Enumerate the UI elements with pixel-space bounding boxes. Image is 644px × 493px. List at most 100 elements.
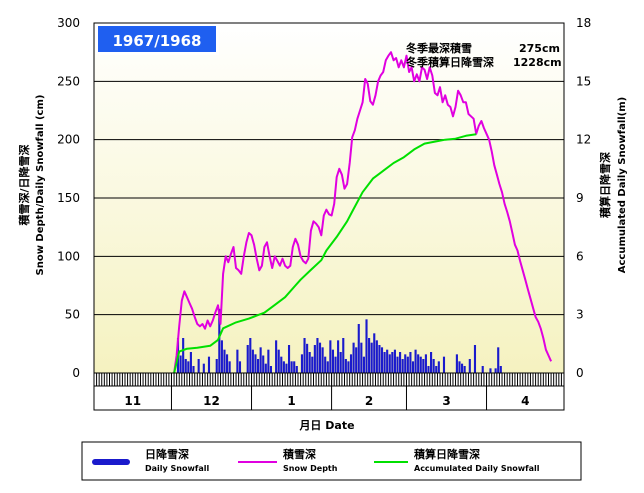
daily-snowfall-bar [249, 338, 252, 373]
daily-snowfall-bar [344, 359, 347, 373]
right-tick-label: 18 [576, 16, 591, 30]
daily-snowfall-bar [182, 338, 185, 373]
daily-snowfall-bar [422, 359, 425, 373]
legend-box [81, 441, 582, 481]
daily-snowfall-bar [463, 366, 466, 373]
daily-snowfall-bar [399, 352, 402, 373]
daily-snowfall-bar [378, 345, 381, 373]
left-tick-labels: 0 50 100 150 200 250 300 [57, 16, 80, 380]
daily-snowfall-bar [365, 319, 368, 373]
daily-snowfall-bar [383, 352, 386, 373]
daily-snowfall-bar [432, 359, 435, 373]
right-tick-label: 15 [576, 74, 591, 88]
daily-snowfall-bar [497, 347, 500, 373]
x-axis-title: 月日 Date [298, 419, 354, 432]
daily-snowfall-bar [329, 340, 332, 373]
daily-snowfall-bar [267, 349, 270, 373]
daily-snowfall-bar [499, 366, 502, 373]
daily-snowfall-bar [494, 368, 497, 373]
daily-snowfall-bar [262, 355, 265, 373]
daily-snowfall-bar [455, 354, 458, 373]
daily-snowfall-bar [287, 345, 291, 373]
legend: 日降雪深 Daily Snowfall 積雪深 Snow Depth 積算日降雪… [81, 441, 582, 481]
left-axis-title-en: Snow Depth/Daily Snowfall (cm) [35, 95, 46, 276]
month-label: 1 [287, 394, 295, 408]
season-title: 1967/1968 [113, 32, 202, 50]
accumulated-snowfall-line [173, 133, 477, 374]
daily-snowfall-bar [437, 361, 440, 373]
daily-snowfall-bar [342, 338, 345, 373]
daily-snowfall-bar [254, 354, 257, 373]
total-snowfall-label: 冬季積算日降雪深 [406, 55, 494, 69]
daily-snowfall-bar [251, 349, 254, 373]
left-tick-label: 150 [57, 191, 80, 205]
legend-accum-en: Accumulated Daily Snowfall [414, 464, 540, 473]
left-tick-label: 200 [57, 133, 80, 147]
daily-snowfall-bar [215, 359, 218, 373]
daily-snowfall-bar [442, 356, 446, 373]
daily-snowfall-bar [313, 345, 316, 373]
daily-snowfall-bar [424, 354, 427, 373]
snow-depth-line [173, 51, 553, 374]
right-tick-label: 6 [576, 249, 584, 263]
legend-daily-jp: 日降雪深 [145, 447, 189, 461]
daily-snowfall-bar [285, 363, 288, 373]
daily-snowfall-bars [176, 308, 502, 373]
daily-snowfall-bar [282, 361, 285, 373]
legend-daily-swatch [92, 459, 130, 465]
daily-snowfall-bar [404, 354, 407, 373]
daily-snowfall-bar [393, 349, 396, 373]
daily-snowfall-bar [316, 338, 319, 373]
daily-snowfall-bar [228, 361, 231, 373]
left-axis-title-jp: 積雪深/日降雪深 [17, 144, 31, 226]
daily-snowfall-bar [458, 361, 461, 373]
right-tick-label: 0 [576, 366, 584, 380]
daily-snowfall-bar [339, 352, 342, 373]
daily-snowfall-bar [321, 347, 324, 373]
grid-lines [94, 80, 564, 316]
daily-snowfall-bar [236, 349, 239, 373]
daily-snowfall-bar [406, 356, 409, 373]
daily-snowfall-bar [409, 352, 412, 373]
left-tick-label: 50 [65, 308, 80, 322]
daily-snowfall-bar [306, 343, 309, 373]
month-label: 12 [203, 394, 220, 408]
daily-snowfall-bar [435, 366, 438, 373]
daily-snowfall-bar [202, 363, 205, 373]
daily-snowfall-bar [481, 366, 484, 373]
daily-snowfall-bar [427, 366, 430, 373]
right-axis-title-en: Accumulated Daily Snowfall(m) [617, 97, 628, 273]
daily-snowfall-bar [473, 345, 477, 373]
month-label: 3 [442, 394, 450, 408]
left-tick-label: 300 [57, 16, 80, 30]
legend-daily-en: Daily Snowfall [145, 464, 209, 473]
left-tick-label: 100 [57, 249, 80, 263]
right-tick-label: 12 [576, 133, 591, 147]
daily-snowfall-bar [360, 342, 363, 373]
month-label: 2 [365, 394, 373, 408]
daily-snowfall-bar [396, 356, 399, 373]
right-tick-label: 9 [576, 191, 584, 205]
max-depth-value: 275cm [519, 42, 560, 55]
daily-snowfall-bar [375, 340, 378, 373]
daily-snowfall-bar [275, 340, 278, 373]
daily-snowfall-bar [334, 356, 337, 373]
daily-snowfall-bar [370, 342, 373, 373]
daily-snowfall-bar [414, 349, 417, 373]
daily-snowfall-bar [238, 361, 242, 373]
x-axis: 11 12 1 2 3 4 [93, 372, 565, 411]
daily-snowfall-bar [259, 347, 262, 373]
daily-snowfall-bar [207, 356, 211, 373]
daily-snowfall-bar [197, 359, 200, 373]
month-label: 4 [521, 394, 529, 408]
total-snowfall-value: 1228cm [513, 56, 562, 69]
daily-snowfall-bar [362, 356, 365, 373]
daily-snowfall-bar [357, 324, 360, 373]
daily-snowfall-bar [223, 349, 226, 373]
daily-snowfall-bar [187, 361, 190, 373]
daily-snowfall-bar [318, 342, 322, 373]
right-tick-label: 3 [576, 308, 584, 322]
daily-snowfall-bar [430, 352, 433, 373]
daily-snowfall-bar [189, 352, 192, 373]
